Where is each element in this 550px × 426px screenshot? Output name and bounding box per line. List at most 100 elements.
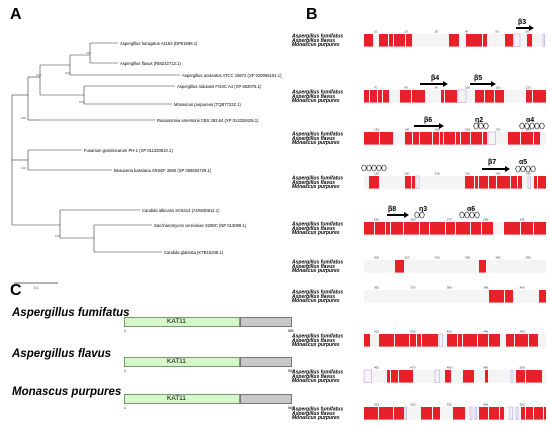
conserved-region — [364, 407, 378, 420]
similar-region — [487, 131, 496, 145]
conserved-region — [364, 334, 370, 347]
conserved-region — [405, 132, 412, 145]
position-number: 470 — [410, 366, 415, 370]
helix-coil — [361, 164, 367, 172]
similar-region — [438, 333, 443, 347]
bootstrap-value: 100 — [36, 73, 41, 77]
conserved-region — [370, 90, 377, 103]
bootstrap-values: 100 100 100 100 100 100 100 — [21, 51, 91, 238]
beta-strand-arrowhead — [404, 212, 409, 218]
position-number: 170 — [495, 128, 500, 132]
position-number: 390 — [483, 286, 488, 290]
conserved-region — [526, 370, 542, 383]
helix-coil — [515, 165, 521, 173]
alignment-species-label: Aspergillus fumifatus — [292, 132, 343, 138]
position-number: 460 — [374, 366, 379, 370]
structure-label: β7 — [488, 159, 496, 166]
conserved-region — [433, 132, 439, 145]
conserved-region — [379, 34, 388, 47]
conserved-region — [518, 176, 522, 189]
bootstrap-value: 100 — [86, 51, 91, 55]
position-number: 180 — [526, 128, 531, 132]
c-terminal-bar — [240, 394, 292, 404]
alignment-species-label: Monascus purpures — [292, 342, 340, 348]
conserved-region — [526, 90, 532, 103]
species-name: Monascus purpures — [12, 386, 122, 398]
conserved-region — [449, 34, 459, 47]
conserved-region — [475, 90, 484, 103]
conserved-region — [539, 290, 546, 303]
conserved-region — [399, 370, 413, 383]
bootstrap-value: 100 — [79, 100, 84, 104]
position-number: 20 — [404, 30, 408, 34]
conserved-region — [544, 407, 546, 420]
panel-letter-c: C — [10, 282, 22, 299]
domain-row-3: Monascus purpures KAT11 1 565 — [12, 386, 302, 416]
position-number: 100 — [465, 86, 470, 90]
similar-region — [509, 406, 513, 420]
conserved-region — [420, 222, 429, 235]
similar-region — [415, 175, 420, 189]
helix-coil — [519, 122, 525, 130]
position-number: 530 — [447, 403, 452, 407]
alignment-species-label: Aspergillus flavus — [292, 294, 335, 300]
conserved-region — [410, 334, 416, 347]
alignment-species-label: Monascus purpures — [292, 378, 340, 384]
conserved-region — [379, 334, 394, 347]
c-terminal-bar — [240, 317, 292, 327]
taxon-label: Rasamsonia emersonii CBS 393.64 (XP 0133… — [157, 118, 259, 123]
tree-taxa: Aspergillus fumigatus A1163 (DP01698.1) … — [84, 41, 282, 255]
alignment-species-label: Aspergillus fumifatus — [292, 176, 343, 182]
position-number: 250 — [374, 218, 379, 222]
conserved-region — [456, 222, 470, 235]
similar-region — [434, 369, 440, 383]
conserved-region — [495, 90, 504, 103]
conserved-region — [479, 260, 486, 273]
alignment-species-label: Aspergillus fumifatus — [292, 290, 343, 296]
similar-region — [474, 406, 477, 420]
structure-label: α4 — [526, 117, 534, 124]
kat11-domain-bar: KAT11 — [124, 394, 240, 404]
position-number: 380 — [447, 286, 452, 290]
alignment-species-label: Monascus purpures — [292, 230, 340, 236]
scale-bar: 0.1 — [14, 282, 58, 290]
end-position: 565 — [288, 406, 294, 410]
conserved-region — [404, 222, 419, 235]
alignment-species-label: Aspergillus flavus — [292, 411, 335, 417]
domain-label: KAT11 — [167, 395, 186, 402]
panel-letter-a: A — [10, 6, 22, 23]
structure-label: α6 — [467, 206, 475, 213]
helix-coil — [381, 164, 387, 172]
position-number: 410 — [374, 330, 379, 334]
alignment-species-label: Monascus purpures — [292, 268, 340, 274]
scale-label: 0.1 — [34, 286, 39, 290]
position-number: 500 — [520, 366, 525, 370]
alignment-species-label: Monascus purpures — [292, 42, 340, 48]
conserved-region — [433, 407, 440, 420]
conserved-region — [444, 132, 455, 145]
taxon-label: Fusarium graminearum PH-1 (XP 011320810.… — [84, 148, 173, 153]
conserved-region — [461, 132, 470, 145]
conserved-region — [395, 334, 409, 347]
conserved-region — [506, 334, 514, 347]
position-number: 520 — [410, 403, 415, 407]
tree-branches — [11, 42, 180, 253]
position-number: 220 — [465, 172, 470, 176]
conserved-region — [463, 334, 477, 347]
conserved-region — [534, 407, 543, 420]
conserved-region — [475, 176, 478, 189]
conserved-region — [386, 222, 390, 235]
domain-label: KAT11 — [167, 318, 186, 325]
conserved-region — [534, 176, 537, 189]
conserved-region — [417, 334, 421, 347]
similar-region — [510, 369, 514, 383]
taxon-label: Candida glabrata (KTB15348.1) — [164, 250, 224, 255]
taxon-label: Aspergillus nidulans FGSC A4 (XP 682076.… — [177, 84, 262, 89]
helix-coil — [459, 211, 465, 219]
alignment-species-label: Aspergillus fumifatus — [292, 34, 343, 40]
alignment-species-label: Monascus purpures — [292, 298, 340, 304]
helix-coil — [414, 211, 420, 219]
conserved-region — [453, 407, 465, 420]
position-number: 210 — [435, 172, 440, 176]
